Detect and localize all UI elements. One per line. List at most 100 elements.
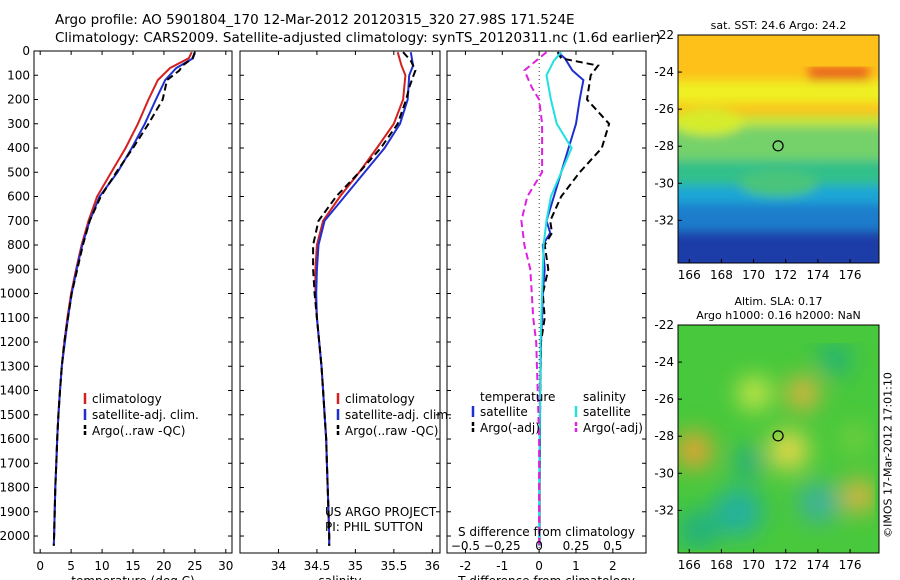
depth-tick-label: 600	[7, 190, 30, 204]
s-tick-label: 0.25	[563, 539, 590, 553]
profile-location-marker	[772, 430, 784, 442]
map-title: Argo h1000: 0.16 h2000: NaN	[696, 309, 861, 322]
map-title: sat. SST: 24.6 Argo: 24.2	[711, 19, 847, 32]
sst-band	[678, 231, 879, 263]
map-x-tick-label: 168	[710, 268, 733, 282]
map-y-tick-label: -22	[654, 28, 674, 42]
x-tick-label: 0	[535, 559, 543, 573]
plot-frame	[33, 50, 233, 554]
sla-patch	[842, 479, 875, 513]
series-line	[315, 52, 415, 546]
map-y-tick-label: -28	[654, 429, 674, 443]
map-y-tick-label: -26	[654, 102, 674, 116]
legend-label: satellite	[480, 405, 528, 419]
map-y-tick-label: -24	[654, 65, 674, 79]
map-x-tick-label: 174	[806, 268, 829, 282]
x-tick-label: 34	[271, 559, 286, 573]
map-frame	[677, 324, 880, 554]
legend-label: Argo(..raw -QC)	[345, 424, 438, 438]
s-tick-label: −0.5	[451, 539, 480, 553]
s-tick-label: 0	[535, 539, 543, 553]
x-tick-label: 2	[609, 559, 617, 573]
map-y-tick-label: -30	[654, 176, 674, 190]
sla-patch	[678, 510, 719, 551]
depth-tick-label: 300	[7, 117, 30, 131]
map-x-tick-label: 170	[742, 558, 765, 572]
map-field	[678, 35, 879, 263]
x-tick-label: 10	[94, 559, 109, 573]
legend-label: Argo(-adj)	[480, 421, 540, 435]
x-axis-label: temperature (deg C)	[71, 574, 194, 580]
x-tick-label: 30	[218, 559, 233, 573]
legend-label: satellite-adj. clim.	[92, 408, 199, 422]
annotation-project: US ARGO PROJECT	[325, 505, 437, 519]
map-frame	[677, 34, 880, 264]
depth-tick-label: 1800	[0, 481, 30, 495]
map-x-tick-label: 166	[678, 268, 701, 282]
x-tick-label: 25	[187, 559, 202, 573]
sla-patch	[714, 487, 763, 537]
salinity-panel: 34 34.5 35 35.5 36 salinity climatology satelli…	[239, 50, 452, 580]
depth-tick-label: 1900	[0, 505, 30, 519]
sla-patch	[768, 430, 809, 471]
series-line	[538, 51, 611, 546]
sst-patch	[678, 107, 745, 136]
x-tick-label: 15	[125, 559, 140, 573]
legend-label: Argo(-adj)	[583, 421, 643, 435]
x-tick-label: 1	[572, 559, 580, 573]
sla-patch	[734, 447, 763, 476]
x-tick-label: 34.5	[304, 559, 331, 573]
map-y-tick-label: -24	[654, 355, 674, 369]
series-line	[314, 51, 407, 546]
series-line	[52, 51, 196, 546]
x-tick-label: 35	[348, 559, 363, 573]
depth-tick-label: 1100	[0, 311, 30, 325]
map-title: Altim. SLA: 0.17	[734, 295, 822, 308]
sst-patch	[738, 169, 819, 197]
depth-tick-label: 700	[7, 214, 30, 228]
map-y-tick-label: -26	[654, 392, 674, 406]
x-tick-label: 20	[156, 559, 171, 573]
legend-title-temp: temperature	[480, 390, 555, 404]
x-tick-label: 0	[36, 559, 44, 573]
temperature-panel: 0100200300400500600700800900100011001200…	[0, 44, 233, 580]
sla-patch	[786, 377, 819, 410]
title-line-1: Argo profile: AO 5901804_170 12-Mar-2012…	[55, 12, 575, 28]
map-x-tick-label: 172	[774, 558, 797, 572]
x-tick-label: 5	[67, 559, 75, 573]
imos-timestamp: ©IMOS 17-Mar-2012 17:01:10	[881, 372, 895, 538]
depth-tick-label: 1300	[0, 359, 30, 373]
s-tick-label: 0.5	[603, 539, 622, 553]
sst-band	[678, 114, 879, 127]
x-tick-label: 36	[425, 559, 440, 573]
title-line-2: Climatology: CARS2009. Satellite-adjuste…	[55, 30, 661, 46]
x-axis-label: salinity	[318, 574, 361, 580]
legend-label: Argo(..raw -QC)	[92, 424, 185, 438]
difference-panel: -2 -1 0 1 2T difference from climatology −0.5…	[446, 50, 647, 580]
depth-tick-label: 1500	[0, 408, 30, 422]
depth-tick-label: 1600	[0, 432, 30, 446]
annotation-pi: PI: PHIL SUTTON	[325, 520, 423, 534]
x-tick-label: -2	[459, 559, 471, 573]
depth-tick-label: 400	[7, 141, 30, 155]
map-field	[678, 325, 879, 553]
series-line	[538, 51, 585, 546]
depth-tick-label: 1400	[0, 384, 30, 398]
depth-tick-label: 100	[7, 68, 30, 82]
depth-tick-label: 1000	[0, 287, 30, 301]
plot-frame	[239, 50, 441, 554]
sla-patch	[798, 482, 839, 523]
depth-tick-label: 500	[7, 165, 30, 179]
sla-patch	[818, 343, 851, 376]
sla-patch	[678, 432, 713, 469]
series-line	[538, 51, 573, 546]
s-tick-label: −0.25	[484, 539, 521, 553]
legend-title-sal: salinity	[583, 390, 626, 404]
depth-tick-label: 2000	[0, 529, 30, 543]
map-y-tick-label: -22	[654, 318, 674, 332]
map-x-tick-label: 168	[710, 558, 733, 572]
map-y-tick-label: -30	[654, 466, 674, 480]
sst-band	[678, 80, 879, 104]
sla-map: 166 168 170 172 174 176 -22 -24 -26 -28 -30 -32 Alti…	[654, 295, 880, 572]
